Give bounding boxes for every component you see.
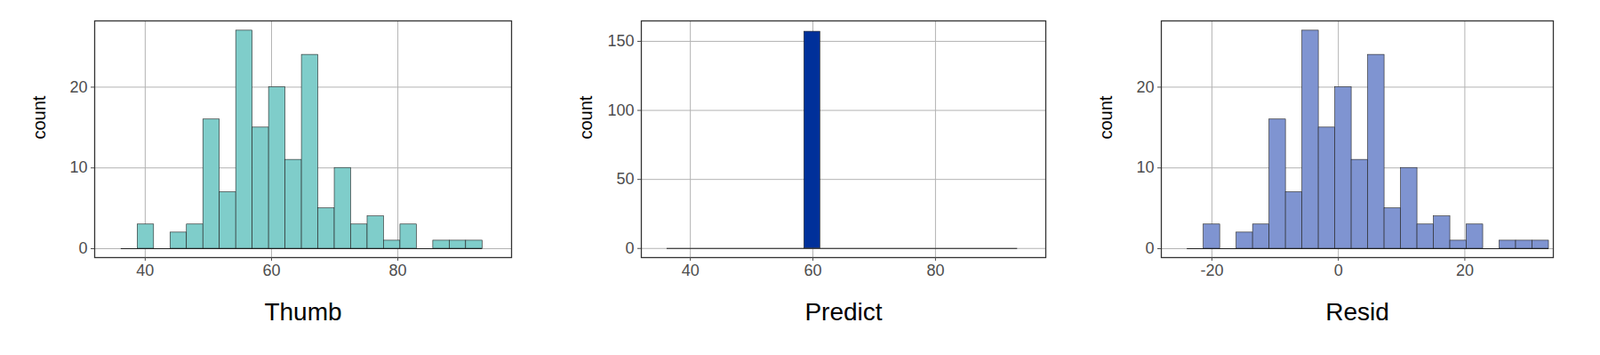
svg-text:10: 10 bbox=[69, 158, 88, 176]
svg-text:0: 0 bbox=[1144, 239, 1154, 257]
svg-text:50: 50 bbox=[616, 169, 634, 188]
svg-text:-20: -20 bbox=[1200, 261, 1224, 280]
svg-text:20: 20 bbox=[69, 78, 88, 96]
svg-text:count: count bbox=[576, 95, 596, 139]
svg-text:Resid: Resid bbox=[1325, 297, 1390, 326]
svg-text:20: 20 bbox=[1456, 261, 1474, 280]
svg-text:80: 80 bbox=[389, 261, 408, 280]
svg-text:0: 0 bbox=[1334, 261, 1344, 280]
svg-text:60: 60 bbox=[804, 261, 823, 280]
svg-text:80: 80 bbox=[926, 261, 944, 280]
svg-text:60: 60 bbox=[262, 261, 280, 280]
svg-text:count: count bbox=[29, 95, 49, 139]
svg-text:0: 0 bbox=[624, 239, 634, 257]
svg-text:20: 20 bbox=[1136, 78, 1154, 96]
svg-text:150: 150 bbox=[607, 32, 634, 50]
svg-text:count: count bbox=[1096, 95, 1116, 139]
svg-text:40: 40 bbox=[681, 261, 700, 280]
svg-text:10: 10 bbox=[1136, 158, 1154, 176]
svg-text:40: 40 bbox=[136, 261, 154, 280]
svg-text:Predict: Predict bbox=[804, 297, 882, 326]
svg-text:Thumb: Thumb bbox=[264, 297, 342, 326]
svg-text:100: 100 bbox=[607, 101, 634, 120]
svg-text:0: 0 bbox=[78, 239, 88, 257]
